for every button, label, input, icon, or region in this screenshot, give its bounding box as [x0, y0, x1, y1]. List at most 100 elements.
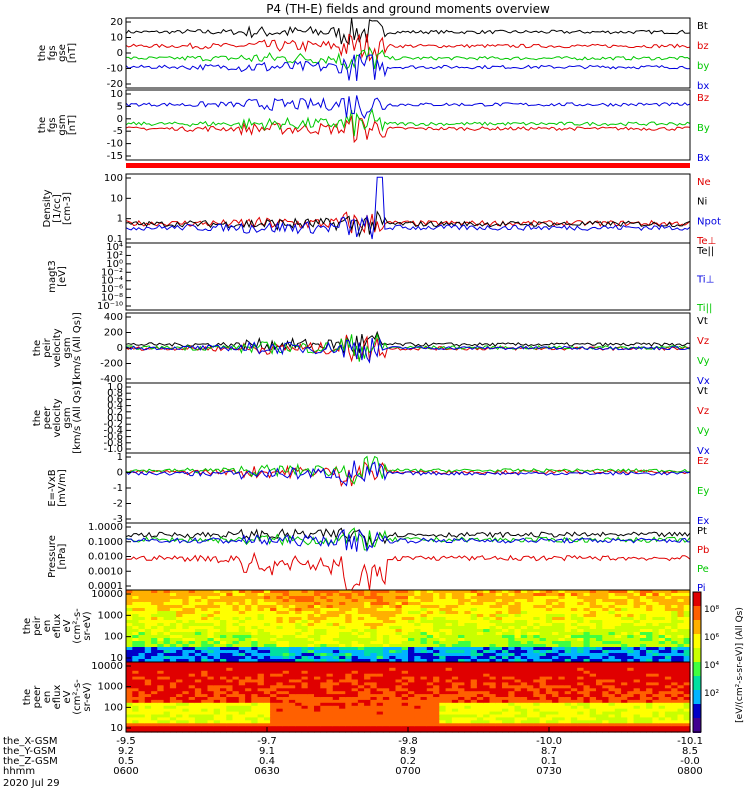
y-axis-label: the: [32, 410, 43, 426]
spectrogram-cell: [596, 593, 603, 597]
spectrogram-cell: [194, 673, 202, 678]
spectrogram-cell: [520, 662, 528, 666]
spectrogram-cell: [357, 641, 365, 645]
spectrogram-cell: [213, 653, 221, 657]
spectrogram-cell: [282, 667, 290, 672]
spectrogram-cell: [176, 682, 183, 686]
spectrogram-cell: [683, 673, 691, 678]
spectrogram-cell: [451, 691, 459, 695]
y-axis-label: [eV]: [57, 266, 68, 287]
spectrogram-cell: [439, 720, 447, 724]
spectrogram-cell: [502, 605, 509, 609]
spectrogram-cell: [194, 685, 202, 689]
spectrogram-cell: [545, 614, 553, 618]
spectrogram-cell: [476, 659, 484, 663]
spectrogram-cell: [282, 691, 290, 695]
spectrogram-cell: [357, 608, 365, 612]
spectrogram-cell: [564, 590, 572, 594]
spectrogram-cell: [451, 620, 459, 624]
spectrogram-cell: [414, 691, 422, 695]
spectrogram-cell: [351, 705, 359, 710]
spectrogram-cell: [558, 620, 566, 624]
spectrogram-cell: [314, 611, 321, 615]
spectrogram-cell: [502, 670, 509, 675]
spectrogram-cell: [495, 656, 503, 660]
spectrogram-cell: [564, 596, 572, 600]
spectrogram-cell: [301, 720, 309, 724]
spectrogram-cell: [646, 623, 653, 627]
spectrogram-cell: [220, 626, 227, 630]
spectrogram-cell: [527, 729, 534, 733]
spectrogram-cell: [395, 653, 403, 657]
spectrogram-cell: [552, 726, 559, 730]
y-tick-label: 100: [104, 173, 123, 184]
spectrogram-cell: [251, 635, 259, 639]
spectrogram-cell: [339, 682, 346, 686]
legend-vy: Vy: [697, 426, 710, 437]
spectrogram-cell: [545, 705, 553, 710]
spectrogram-cell: [577, 623, 585, 627]
spectrogram-cell: [163, 617, 171, 621]
spectrogram-cell: [245, 662, 252, 666]
spectrogram-cell: [382, 638, 390, 642]
spectrogram-cell: [332, 656, 340, 660]
spectrogram-cell: [596, 691, 603, 695]
spectrogram-cell: [351, 620, 359, 624]
spectrogram-cell: [157, 620, 165, 624]
spectrogram-cell: [238, 638, 246, 642]
spectrogram-cell: [558, 679, 566, 683]
spectrogram-cell: [533, 664, 541, 669]
spectrogram-cell: [495, 617, 503, 621]
spectrogram-cell: [589, 629, 597, 633]
spectrogram-cell: [433, 705, 440, 710]
spectrogram-cell: [345, 679, 353, 683]
spectrogram-cell: [445, 647, 453, 651]
spectrogram-cell: [320, 629, 328, 633]
spectrogram-cell: [639, 667, 647, 672]
spectrogram-cell: [257, 593, 265, 597]
spectrogram-cell: [220, 614, 227, 618]
spectrogram-cell: [132, 626, 140, 630]
spectrogram-cell: [495, 711, 503, 716]
spectrogram-cell: [646, 726, 653, 730]
spectrogram-cell: [520, 623, 528, 627]
y-axis-label: [mV/m]: [57, 469, 68, 507]
spectrogram-cell: [414, 599, 422, 603]
spectrogram-cell: [144, 608, 152, 612]
spectrogram-cell: [677, 629, 685, 633]
spectrogram-cell: [602, 662, 610, 666]
spectrogram-cell: [564, 593, 572, 597]
spectrogram-cell: [144, 685, 152, 689]
spectrogram-cell: [320, 694, 328, 698]
spectrogram-cell: [420, 623, 428, 627]
spectrogram-cell: [464, 664, 472, 669]
spectrogram-cell: [188, 653, 196, 657]
spectrogram-cell: [138, 667, 146, 672]
spectrogram-cell: [614, 611, 622, 615]
spectrogram-cell: [470, 629, 478, 633]
spectrogram-cell: [439, 667, 447, 672]
spectrogram-cell: [545, 691, 553, 695]
spectrogram-cell: [508, 726, 516, 730]
spectrogram-cell: [420, 653, 428, 657]
date-label: 2020 Jul 29: [3, 778, 60, 789]
spectrogram-cell: [420, 694, 428, 698]
spectrogram-cell: [451, 641, 459, 645]
spectrogram-cell: [646, 673, 653, 678]
spectrogram-cell: [608, 720, 616, 724]
spectrogram-cell: [357, 729, 365, 733]
spectrogram-cell: [483, 635, 491, 639]
spectrogram-cell: [226, 632, 234, 636]
spectrogram-cell: [364, 711, 371, 716]
spectrogram-cell: [633, 726, 641, 730]
series-bt-line: [125, 17, 691, 46]
spectrogram-cell: [182, 697, 190, 701]
spectrogram-cell: [533, 590, 541, 594]
spectrogram-cell: [314, 656, 321, 660]
spectrogram-cell: [245, 685, 252, 689]
spectrogram-cell: [433, 647, 440, 651]
spectrogram-cell: [639, 699, 647, 704]
spectrogram-cell: [602, 670, 610, 675]
spectrogram-cell: [602, 590, 610, 594]
spectrogram-cell: [357, 682, 365, 686]
